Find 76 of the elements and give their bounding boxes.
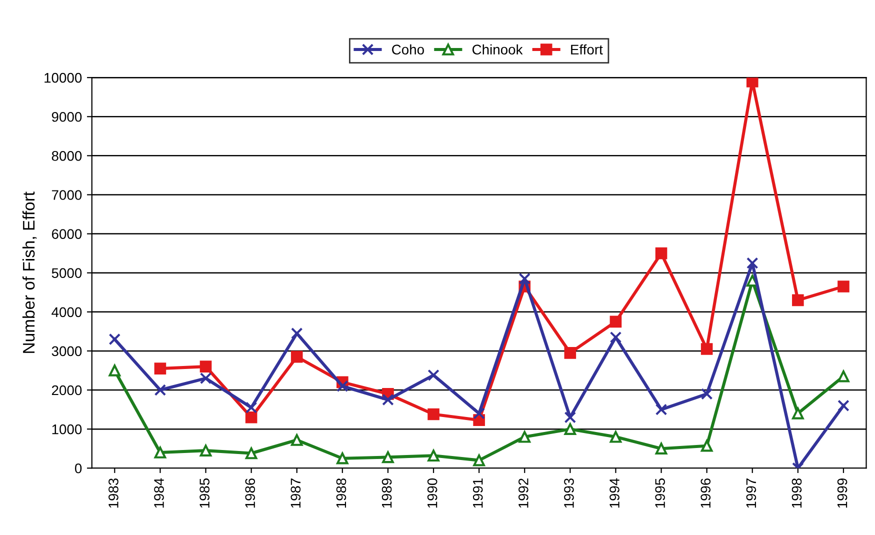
point <box>610 316 622 328</box>
point <box>655 442 668 455</box>
point <box>564 423 576 435</box>
legend-label: Chinook <box>472 44 523 55</box>
point <box>336 380 348 392</box>
point <box>245 402 258 414</box>
x-tick-label: 1999 <box>837 478 848 508</box>
x-tick-label: 1984 <box>154 478 164 508</box>
x-tick-label: 1983 <box>108 478 118 508</box>
point <box>473 454 485 466</box>
y-tick-label: 4000 <box>52 307 82 318</box>
y-tick-label: 5000 <box>52 268 82 278</box>
x-tick-label: 1985 <box>200 478 210 508</box>
point <box>245 447 258 460</box>
point <box>154 362 166 374</box>
y-tick-label: 7000 <box>52 190 82 200</box>
point <box>610 430 622 443</box>
legend-label: Effort <box>571 44 603 55</box>
x-tick-label: 1993 <box>564 478 574 508</box>
x-tick-label: 1996 <box>700 478 711 508</box>
point <box>154 446 166 458</box>
y-tick-label: 2000 <box>52 385 82 396</box>
y-tick-label: 1000 <box>52 424 82 434</box>
x-tick-label: 1990 <box>427 478 438 508</box>
y-tick-label: 9000 <box>52 112 82 122</box>
point <box>108 333 121 346</box>
point <box>245 411 258 424</box>
point <box>655 404 668 416</box>
point <box>838 370 850 382</box>
point <box>428 408 440 420</box>
x-tick-label: 1992 <box>518 478 528 508</box>
point <box>564 411 576 424</box>
point <box>746 78 758 88</box>
y-axis-title: Number of Fish, Effort <box>22 192 37 353</box>
point <box>200 360 212 372</box>
point <box>382 451 394 464</box>
x-tick-label: 1997 <box>746 478 756 508</box>
point <box>473 408 485 420</box>
point <box>610 331 622 344</box>
point <box>792 408 804 420</box>
point <box>518 272 531 285</box>
point <box>564 347 576 359</box>
x-tick-label: 1987 <box>290 478 301 508</box>
point <box>700 343 713 355</box>
y-tick-label: 3000 <box>52 346 82 356</box>
x-tick-label: 1991 <box>472 478 483 508</box>
point <box>428 369 440 382</box>
x-tick-label: 1989 <box>382 478 392 508</box>
point <box>290 434 303 446</box>
point <box>200 444 212 456</box>
point <box>792 294 804 306</box>
y-tick-label: 8000 <box>52 151 82 161</box>
point <box>108 364 121 376</box>
point <box>838 280 850 292</box>
y-tick-label: 0 <box>74 463 82 474</box>
x-tick-label: 1988 <box>336 478 346 508</box>
point <box>700 388 713 400</box>
x-tick-label: 1998 <box>792 478 802 508</box>
point <box>154 384 166 396</box>
point <box>290 327 303 340</box>
point <box>428 450 440 462</box>
point <box>336 452 348 464</box>
legend-label: Coho <box>392 44 424 55</box>
point <box>200 372 212 384</box>
y-tick-label: 10000 <box>44 72 82 83</box>
point <box>700 440 713 452</box>
point <box>838 400 850 412</box>
point <box>290 350 303 363</box>
x-tick-label: 1994 <box>610 478 620 508</box>
point <box>518 430 531 443</box>
point <box>382 394 394 406</box>
x-tick-label: 1986 <box>245 478 256 508</box>
point <box>746 257 758 269</box>
y-tick-label: 6000 <box>52 229 82 239</box>
point <box>655 247 668 260</box>
x-tick-label: 1995 <box>655 478 665 508</box>
